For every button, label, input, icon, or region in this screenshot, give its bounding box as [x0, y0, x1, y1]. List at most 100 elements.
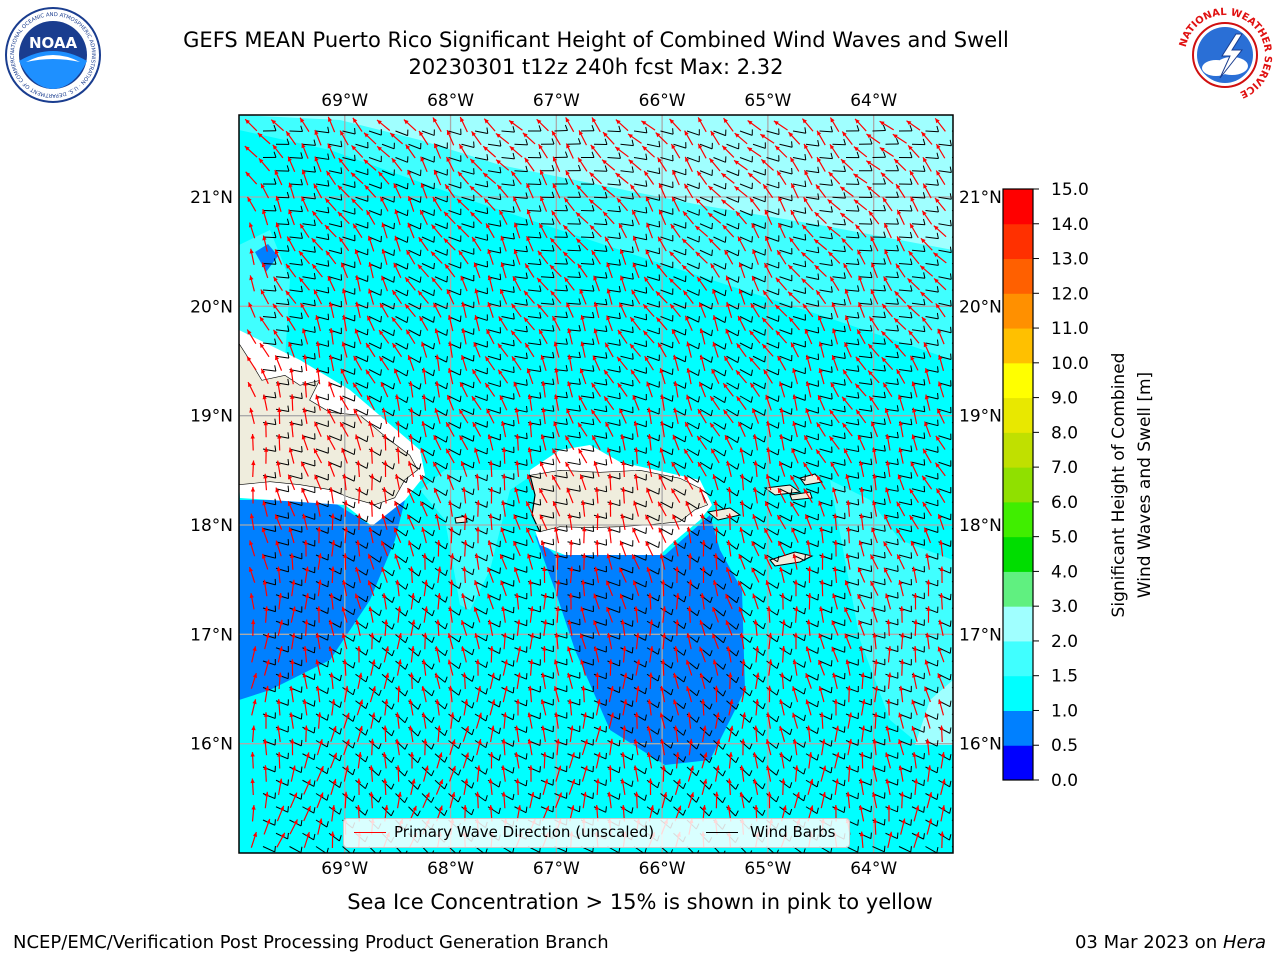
- wave-arrow-head: [407, 196, 413, 202]
- wave-arrow-head: [896, 528, 901, 534]
- wind-barb: [726, 435, 738, 444]
- wave-arrow-head: [699, 302, 704, 308]
- wind-barb: [673, 620, 685, 630]
- wind-barb-flag: [790, 648, 793, 655]
- wave-arrow-head: [350, 172, 356, 178]
- wind-barb-flag: [313, 219, 316, 226]
- wind-barb: [699, 435, 712, 443]
- wave-arrow-head: [502, 447, 507, 452]
- wind-barb-flag: [776, 635, 780, 642]
- wave-arrow-head: [259, 316, 265, 322]
- wave-arrow-head: [303, 646, 308, 651]
- wave-arrow-head: [576, 185, 582, 190]
- wave-arrow-head: [366, 210, 371, 216]
- wind-barb: [328, 382, 342, 388]
- wave-arrow-head: [647, 407, 652, 413]
- wave-arrow-head: [368, 288, 373, 294]
- wave-arrow-head: [699, 672, 704, 678]
- wave-arrow-head: [647, 699, 652, 704]
- wave-arrow-head: [408, 699, 414, 704]
- wave-arrow-head: [471, 131, 476, 137]
- wind-barb: [845, 581, 859, 586]
- wave-arrow-head: [341, 606, 346, 612]
- wave-arrow-head: [422, 394, 427, 399]
- wind-barb: [620, 302, 634, 307]
- wave-arrow-head: [736, 396, 741, 402]
- wind-barb-flag: [538, 205, 542, 212]
- wave-arrow-head: [725, 620, 730, 626]
- wave-arrow-head: [935, 462, 940, 468]
- wind-barb: [527, 210, 542, 212]
- wave-arrow-head: [378, 171, 383, 177]
- wind-barb: [673, 435, 686, 443]
- wave-arrow-head: [662, 606, 667, 612]
- wind-barb: [792, 130, 806, 134]
- wind-barb: [355, 249, 368, 256]
- wave-arrow-head: [569, 540, 574, 545]
- wave-arrow-head: [857, 434, 862, 440]
- wind-barb-flag: [790, 435, 793, 442]
- wave-arrow-head: [446, 156, 451, 162]
- wind-barb-flag: [406, 343, 409, 350]
- wind-barb: [739, 395, 752, 403]
- wind-barb: [593, 382, 607, 386]
- wind-barb-flag: [605, 432, 608, 439]
- wind-barb: [501, 369, 515, 374]
- wave-arrow-head: [580, 659, 585, 665]
- wave-arrow-head: [371, 686, 376, 692]
- wind-barb-flag: [551, 245, 555, 252]
- wave-arrow-head: [634, 606, 639, 612]
- wind-barb: [302, 620, 315, 627]
- wave-arrow-head: [792, 394, 797, 400]
- wind-barb-flag: [697, 529, 700, 536]
- wave-arrow-head: [910, 355, 915, 361]
- wind-barb: [408, 647, 419, 657]
- wind-barb-flag: [406, 369, 409, 376]
- wind-barb: [580, 448, 594, 452]
- wind-barb-flag: [644, 741, 647, 748]
- wind-barb-flag: [605, 459, 608, 466]
- wind-barb-flag: [963, 715, 964, 721]
- wave-arrow-head: [443, 238, 449, 244]
- wave-arrow-head: [842, 369, 848, 375]
- wave-arrow-head: [739, 447, 744, 453]
- wind-barb-flag: [964, 608, 965, 614]
- wind-barb: [898, 289, 912, 292]
- wave-arrow-head: [567, 513, 573, 519]
- wave-arrow-head: [377, 119, 382, 125]
- wave-arrow-head: [848, 712, 853, 718]
- wave-arrow-head: [303, 354, 308, 360]
- wind-barb-flag: [722, 717, 726, 723]
- wave-arrow-head: [805, 408, 810, 414]
- wind-barb-flag: [923, 245, 926, 252]
- wave-arrow-head: [352, 117, 358, 123]
- wave-arrow-head: [926, 606, 931, 611]
- wind-barb: [898, 501, 912, 506]
- wind-barb: [421, 448, 434, 457]
- wind-barb: [620, 408, 634, 414]
- wind-barb: [898, 210, 913, 212]
- wave-arrow-head: [421, 341, 426, 347]
- wind-barb-flag: [817, 273, 820, 280]
- wave-arrow-head: [593, 460, 598, 466]
- wind-barb: [421, 236, 435, 243]
- wave-arrow-head: [858, 302, 863, 308]
- wind-barb-flag: [750, 556, 753, 563]
- wind-barb-flag: [830, 152, 833, 159]
- wind-barb: [885, 329, 899, 332]
- wave-arrow-head: [511, 171, 516, 177]
- wind-barb-flag: [431, 743, 435, 750]
- wave-arrow-head: [449, 579, 454, 585]
- wave-arrow-head: [258, 158, 264, 164]
- wave-arrow-head: [644, 356, 649, 362]
- wind-barb-flag: [684, 409, 687, 416]
- wave-arrow-head: [460, 461, 465, 467]
- wind-barb: [805, 567, 819, 574]
- wave-arrow-head: [569, 566, 574, 572]
- wave-arrow-head: [595, 672, 600, 678]
- wind-barb-flag: [910, 525, 913, 532]
- wind-barb-flag: [711, 222, 713, 230]
- wave-arrow-head: [793, 579, 799, 585]
- wave-arrow-head: [619, 593, 624, 599]
- wind-barb-flag: [777, 555, 780, 562]
